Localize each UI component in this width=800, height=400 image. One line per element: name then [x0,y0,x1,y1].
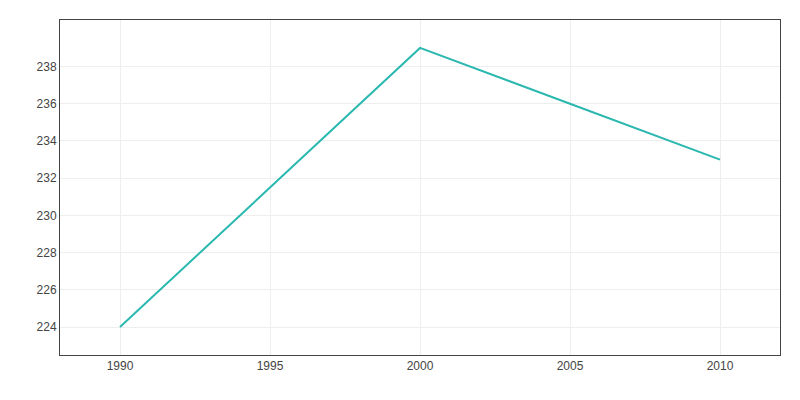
svg-text:226: 226 [37,283,57,297]
svg-text:2005: 2005 [557,359,584,373]
svg-text:2000: 2000 [407,359,434,373]
svg-text:2010: 2010 [707,359,734,373]
svg-text:234: 234 [37,134,57,148]
svg-text:238: 238 [37,60,57,74]
svg-text:230: 230 [37,209,57,223]
svg-text:228: 228 [37,246,57,260]
svg-text:224: 224 [37,320,57,334]
svg-text:1990: 1990 [107,359,134,373]
svg-text:232: 232 [37,171,57,185]
svg-text:1995: 1995 [257,359,284,373]
svg-text:236: 236 [37,97,57,111]
